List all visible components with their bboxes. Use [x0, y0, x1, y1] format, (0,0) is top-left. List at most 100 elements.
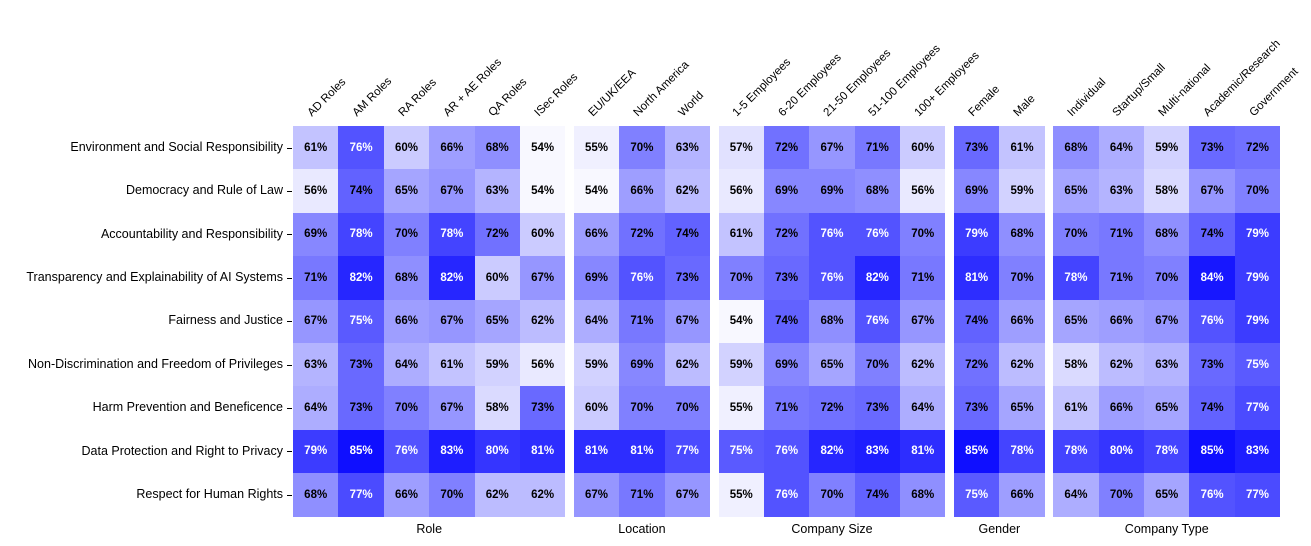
heatmap-cell: 78% [999, 429, 1045, 474]
heatmap-cell: 79% [953, 212, 1000, 257]
heatmap-cell: 67% [1144, 299, 1190, 343]
heatmap-cell: 57% [718, 126, 764, 170]
heatmap-cell: 54% [519, 169, 566, 213]
heatmap-cell: 58% [474, 386, 520, 430]
heatmap-cell: 78% [1053, 256, 1099, 300]
heatmap-cell: 85% [953, 429, 1000, 474]
heatmap-cell: 71% [854, 126, 901, 170]
column-group-gender: Female Male 73% 61% 69% 59% 79% 68% 81% 70% 74% 66%… [953, 1, 1045, 536]
heatmap-cell: 83% [429, 429, 475, 474]
heatmap-cell: 62% [664, 342, 711, 387]
heatmap-cell: 54% [519, 126, 566, 170]
heatmap-grid: 61% 76% 60% 66% 68% 54% 56% 74% 65% 67% 63% 54% 69% 7… [293, 126, 566, 517]
heatmap-cell: 70% [900, 212, 946, 257]
heatmap-cell: 85% [1189, 429, 1235, 474]
row-label-accountability-and-responsibility: Accountability and Responsibility [0, 213, 293, 256]
heatmap-cell: 70% [1234, 169, 1281, 213]
heatmap-cell: 72% [474, 212, 520, 257]
heatmap-cell: 67% [573, 473, 620, 517]
heatmap-cell: 70% [809, 473, 855, 517]
heatmap-cell: 62% [519, 473, 566, 517]
heatmap-cell: 64% [383, 342, 430, 387]
heatmap-cell: 59% [474, 342, 520, 387]
heatmap-cell: 66% [429, 126, 475, 170]
column-header-qa-roles: QA Roles [486, 76, 530, 119]
heatmap-cell: 54% [573, 169, 620, 213]
heatmap-cell: 72% [953, 342, 1000, 387]
heatmap-cell: 76% [854, 212, 901, 257]
heatmap-cell: 83% [1234, 429, 1281, 474]
heatmap-cell: 83% [854, 429, 901, 474]
heatmap-cell: 69% [809, 169, 855, 213]
heatmap-cell: 63% [293, 342, 339, 387]
heatmap-cell: 55% [718, 386, 764, 430]
heatmap-cell: 64% [573, 299, 620, 343]
heatmap-cell: 79% [1234, 299, 1281, 343]
heatmap-cell: 63% [664, 126, 711, 170]
heatmap-cell: 64% [1098, 126, 1145, 170]
heatmap-cell: 67% [809, 126, 855, 170]
heatmap-cell: 70% [383, 386, 430, 430]
heatmap-cell: 75% [953, 473, 1000, 517]
heatmap-grid: 55% 70% 63% 54% 66% 62% 66% 72% 74% 69% 76% 73% 64% 7… [573, 126, 711, 517]
group-label-company-type: Company Type [1124, 521, 1209, 536]
heatmap-cell: 77% [338, 473, 384, 517]
heatmap-cell: 60% [383, 126, 430, 170]
heatmap-cell: 56% [900, 169, 946, 213]
heatmap-cell: 71% [1098, 256, 1145, 300]
heatmap-cell: 59% [573, 342, 620, 387]
heatmap-cell: 70% [619, 386, 665, 430]
column-header-academic-research: Academic/Research [1201, 37, 1283, 120]
column-header-am-roles: AM Roles [350, 75, 395, 119]
heatmap-cell: 77% [1234, 473, 1281, 517]
column-group-role: AD Roles AM Roles RA Roles AR + AE Roles QA … [293, 1, 580, 536]
heatmap-cell: 80% [1098, 429, 1145, 474]
heatmap-cell: 74% [854, 473, 901, 517]
heatmap-cell: 68% [854, 169, 901, 213]
heatmap-cell: 60% [900, 126, 946, 170]
heatmap-cell: 73% [854, 386, 901, 430]
heatmap-cell: 70% [664, 386, 711, 430]
heatmap-cell: 67% [429, 386, 475, 430]
heatmap-cell: 74% [1189, 212, 1235, 257]
heatmap-cell: 71% [619, 299, 665, 343]
heatmap-cell: 73% [338, 342, 384, 387]
heatmap-cell: 65% [1144, 473, 1190, 517]
column-header-ra-roles: RA Roles [396, 76, 439, 119]
heatmap-cell: 68% [999, 212, 1045, 257]
column-headers: AD Roles AM Roles RA Roles AR + AE Roles QA … [293, 1, 580, 126]
heatmap-cell: 58% [1053, 342, 1099, 387]
column-headers: Female Male [954, 1, 1045, 126]
column-header-eu-uk-eea: EU/UK/EEA [586, 67, 638, 119]
heatmap-cell: 62% [474, 473, 520, 517]
heatmap-cell: 70% [1144, 256, 1190, 300]
heatmap-cell: 64% [293, 386, 339, 430]
row-label-democracy-and-rule-of-law: Democracy and Rule of Law [0, 169, 293, 212]
group-label-gender: Gender [978, 521, 1021, 536]
heatmap-cell: 61% [429, 342, 475, 387]
heatmap-cell: 65% [809, 342, 855, 387]
column-headers: EU/UK/EEA North America World [574, 1, 710, 126]
heatmap-cell: 70% [718, 256, 764, 300]
heatmap-cell: 81% [519, 429, 566, 474]
heatmap-cell: 69% [763, 169, 810, 213]
heatmap-cell: 79% [1234, 212, 1281, 257]
heatmap-cell: 65% [1144, 386, 1190, 430]
heatmap-cell: 78% [338, 212, 384, 257]
heatmap-cell: 66% [619, 169, 665, 213]
heatmap-cell: 70% [383, 212, 430, 257]
heatmap-cell: 61% [1053, 386, 1099, 430]
heatmap-cell: 82% [429, 256, 475, 300]
heatmap-cell: 72% [619, 212, 665, 257]
heatmap-cell: 82% [809, 429, 855, 474]
column-header-isec-roles: ISec Roles [532, 71, 581, 119]
heatmap-cell: 72% [763, 126, 810, 170]
heatmap-cell: 81% [953, 256, 1000, 300]
heatmap-cell: 79% [1234, 256, 1281, 300]
heatmap-grid: 73% 61% 69% 59% 79% 68% 81% 70% 74% 66% 72% 62% 73% 6… [953, 126, 1045, 517]
heatmap-cell: 73% [953, 126, 1000, 170]
column-header-individual: Individual [1065, 76, 1109, 119]
heatmap-cell: 77% [1234, 386, 1281, 430]
group-label-role: Role [416, 521, 443, 536]
